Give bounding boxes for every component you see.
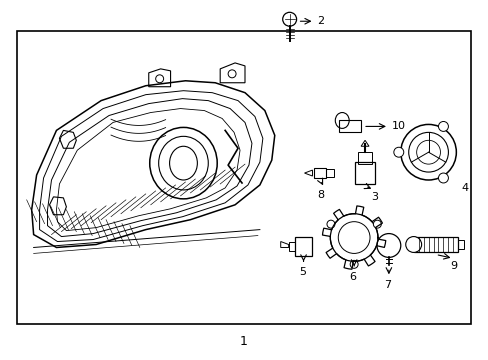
Text: 1: 1	[240, 335, 247, 348]
Text: 4: 4	[460, 183, 468, 193]
Circle shape	[373, 220, 381, 228]
Bar	[288, 242, 294, 251]
Circle shape	[405, 237, 421, 252]
Text: 10: 10	[391, 121, 405, 131]
Text: 6: 6	[348, 272, 355, 282]
Circle shape	[326, 220, 334, 228]
Text: 5: 5	[299, 267, 306, 277]
Bar	[314, 168, 325, 178]
Text: 2: 2	[317, 16, 324, 26]
Text: 8: 8	[317, 190, 324, 200]
Bar	[413, 237, 457, 252]
Bar	[294, 237, 312, 256]
Bar	[354, 162, 374, 184]
Text: 3: 3	[370, 192, 377, 202]
Bar	[325, 169, 334, 177]
Bar	[17, 31, 470, 324]
Bar	[339, 121, 360, 132]
Circle shape	[393, 147, 403, 157]
Text: 7: 7	[383, 280, 390, 290]
Bar	[357, 152, 371, 164]
Circle shape	[438, 121, 447, 131]
Circle shape	[438, 173, 447, 183]
Bar	[457, 239, 463, 249]
Text: 9: 9	[449, 261, 457, 271]
Circle shape	[349, 260, 357, 268]
